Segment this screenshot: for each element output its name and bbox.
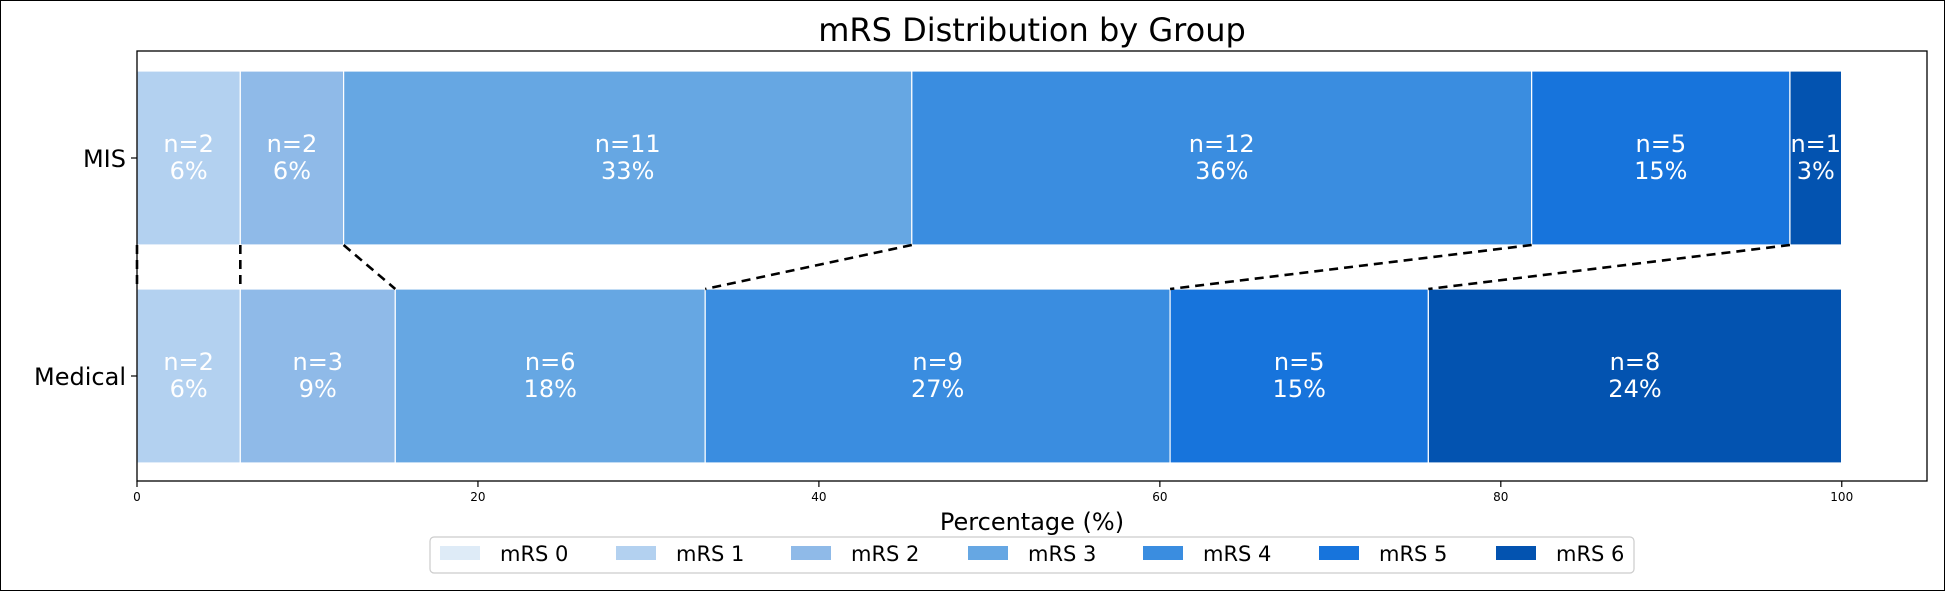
- x-axis-label: Percentage (%): [940, 508, 1124, 536]
- legend-label-mrs-2: mRS 2: [851, 542, 919, 566]
- bar-segment-mis-mrs-2: [239, 70, 345, 246]
- connector-line: [704, 243, 913, 291]
- bar-label-percent: 9%: [299, 375, 337, 403]
- bar-segment-mis-mrs-4: [911, 70, 1533, 246]
- legend-label-mrs-4: mRS 4: [1203, 542, 1271, 566]
- bar-label-percent: 6%: [170, 157, 208, 185]
- connector-line: [1169, 243, 1532, 291]
- bar-label-percent: 33%: [601, 157, 654, 185]
- bar-segment-medical-mrs-4: [704, 288, 1171, 464]
- bar-label-count: n=2: [163, 348, 214, 376]
- x-tick-label: 60: [1152, 490, 1167, 504]
- bar-label-percent: 6%: [273, 157, 311, 185]
- legend-swatch-mrs-5: [1319, 546, 1359, 560]
- bar-segment-medical-mrs-1: [136, 288, 241, 464]
- bar-label-count: n=12: [1189, 130, 1255, 158]
- x-tick-label: 80: [1493, 490, 1508, 504]
- bar-label-percent: 6%: [170, 375, 208, 403]
- legend-swatch-mrs-3: [968, 546, 1008, 560]
- bar-segment-mis-mrs-5: [1531, 70, 1791, 246]
- bar-labels: n=26%n=26%n=1133%n=1236%n=515%n=13%n=26%…: [163, 130, 1841, 403]
- plot-area-frame: [136, 50, 1928, 482]
- bar-label-count: n=11: [595, 130, 661, 158]
- x-axis: 0 20 40 60 80 100: [133, 481, 1853, 504]
- y-axis: MIS Medical: [34, 145, 137, 391]
- bar-label-percent: 15%: [1634, 157, 1687, 185]
- bar-segment-medical-mrs-3: [394, 288, 706, 464]
- bar-label-count: n=1: [1790, 130, 1841, 158]
- bar-segment-mis-mrs-6: [1789, 70, 1843, 246]
- bar-label-percent: 15%: [1273, 375, 1326, 403]
- bar-label-percent: 27%: [911, 375, 964, 403]
- y-tick-label-medical: Medical: [34, 363, 126, 391]
- bar-label-count: n=8: [1610, 348, 1661, 376]
- x-tick-label: 0: [133, 490, 141, 504]
- connector-lines: [135, 243, 1791, 291]
- y-tick-label-mis: MIS: [83, 145, 126, 173]
- bar-segment-mis-mrs-1: [136, 70, 241, 246]
- legend-label-mrs-1: mRS 1: [676, 542, 744, 566]
- bar-label-percent: 24%: [1608, 375, 1661, 403]
- bar-segment-medical-mrs-2: [239, 288, 396, 464]
- legend-swatch-mrs-4: [1143, 546, 1183, 560]
- bar-segment-mis-mrs-3: [343, 70, 913, 246]
- legend-label-mrs-6: mRS 6: [1556, 542, 1624, 566]
- x-tick-label: 40: [811, 490, 826, 504]
- bar-label-count: n=5: [1636, 130, 1687, 158]
- bar-label-count: n=9: [912, 348, 963, 376]
- bar-label-count: n=2: [267, 130, 318, 158]
- legend-swatch-mrs-2: [791, 546, 831, 560]
- chart-title: mRS Distribution by Group: [818, 11, 1246, 49]
- bar-label-percent: 18%: [524, 375, 577, 403]
- connector-line: [342, 244, 397, 290]
- x-tick-label: 20: [470, 490, 485, 504]
- bar-label-count: n=6: [525, 348, 576, 376]
- legend-swatch-mrs-0: [440, 546, 480, 560]
- bar-label-count: n=2: [163, 130, 214, 158]
- legend: mRS 0 mRS 1 mRS 2 mRS 3 mRS 4 mRS 5 mRS 6: [429, 536, 1635, 574]
- legend-label-mrs-3: mRS 3: [1028, 542, 1096, 566]
- legend-label-mrs-5: mRS 5: [1379, 542, 1447, 566]
- connector-line: [1428, 243, 1791, 291]
- bar-label-percent: 36%: [1195, 157, 1248, 185]
- bar-segment-medical-mrs-6: [1427, 288, 1843, 464]
- legend-label-mrs-0: mRS 0: [500, 542, 568, 566]
- legend-swatch-mrs-1: [616, 546, 656, 560]
- legend-swatch-mrs-6: [1496, 546, 1536, 560]
- bar-label-count: n=5: [1274, 348, 1325, 376]
- x-tick-label: 100: [1830, 490, 1853, 504]
- bar-label-percent: 3%: [1797, 157, 1835, 185]
- bar-label-count: n=3: [292, 348, 343, 376]
- bars-group: [136, 70, 1843, 464]
